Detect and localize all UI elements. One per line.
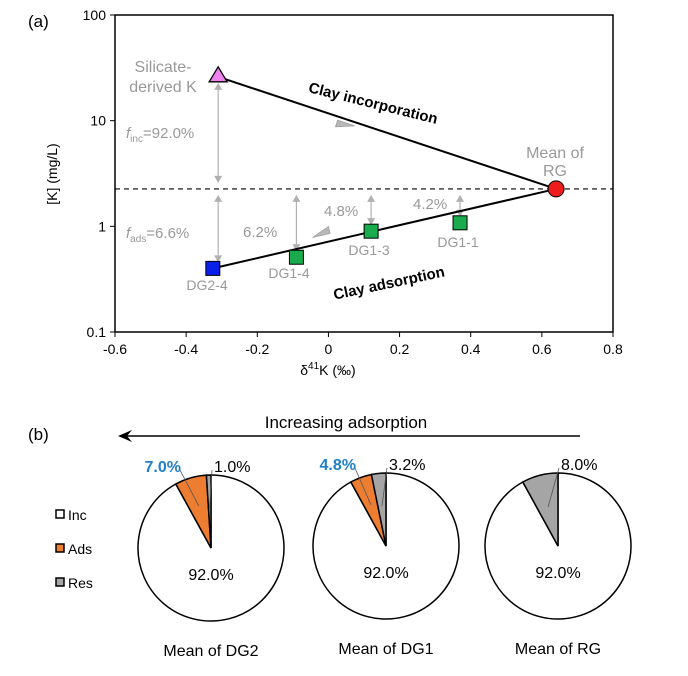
pie-slice-res: [205, 474, 212, 549]
arrow-head-down: [292, 244, 301, 252]
arrow-head-up: [367, 194, 376, 202]
x-tick-label: -0.6: [103, 341, 127, 357]
plot-frame: [114, 14, 614, 333]
legend-label-inc: Inc: [68, 507, 87, 523]
legend-swatch-inc: [55, 509, 65, 519]
pie-title: Mean of DG2: [163, 643, 258, 660]
point-dg2-4-label: DG2-4: [186, 277, 227, 293]
pie-leader-res: [381, 467, 388, 507]
point-silicate-derived-k-label-line2: derived K: [129, 79, 197, 96]
pie-label-ads: 4.8%: [320, 457, 356, 474]
x-tick-label: 0.8: [603, 341, 623, 357]
panel-a-label: (a): [28, 12, 49, 31]
arrow-head-up: [214, 82, 223, 90]
y-tick-label: 100: [83, 7, 107, 23]
pie-label-inc: 92.0%: [535, 565, 580, 582]
arrow-head-down: [367, 218, 376, 226]
dg1-3-percent: 4.8%: [324, 203, 358, 220]
point-dg1-1-square: [452, 215, 468, 231]
x-tick-label: 0.2: [390, 341, 410, 357]
pie-slice-inc: [137, 474, 285, 622]
legend-label-res: Res: [68, 575, 93, 591]
point-mean-of-rg-label: Mean of: [526, 145, 584, 162]
legend-swatch-res: [55, 577, 65, 587]
x-tick-label: -0.2: [245, 341, 269, 357]
pie-label-ads: 7.0%: [145, 459, 181, 476]
point-mean-of-rg-label-line2: RG: [543, 163, 567, 180]
pie-leader-ads: [354, 467, 372, 506]
pie-mean-of-dg2: 92.0% Mean of DG2 1.0% 7.0%: [137, 459, 285, 660]
point-silicate-derived-k-label: Silicate-: [135, 59, 192, 76]
point-silicate-derived-k-triangle: [208, 65, 229, 83]
dg1-1-percent: 4.2%: [413, 196, 447, 213]
dg1-4-percent: 6.2%: [243, 224, 277, 241]
y-tick-label: 10: [90, 113, 106, 129]
pie-leader-ads: [179, 469, 200, 507]
pie-slice-inc: [312, 472, 460, 620]
pie-label-res: 3.2%: [389, 457, 425, 474]
arrow-head-up: [292, 194, 301, 202]
y-axis-label: [K] (mg/L): [44, 143, 60, 204]
arrow-head-down: [214, 255, 223, 263]
point-dg1-1-label: DG1-1: [437, 234, 478, 250]
clay-incorporation-label: Clay incorporation: [307, 79, 440, 128]
x-tick-label: 0: [325, 341, 333, 357]
pie-title: Mean of DG1: [338, 641, 433, 658]
clay-adsorption-line: [212, 187, 557, 270]
point-mean-of-rg-circle: [547, 180, 565, 198]
increasing-adsorption-label: Increasing adsorption: [265, 413, 428, 432]
legend-label-ads: Ads: [68, 541, 92, 557]
pie-slice-inc: [484, 472, 632, 620]
arrow-left-icon: [118, 430, 132, 442]
pie-label-inc: 92.0%: [363, 565, 408, 582]
point-dg1-3-square: [363, 223, 379, 239]
panel-a-axes: -0.6 -0.4 -0.2 0 0.2 0.4 0.6 0.8 0.1 1 10 100 δ41K (…: [44, 7, 623, 378]
point-dg1-4-square: [288, 249, 304, 265]
direction-arrow-icon: [334, 119, 355, 128]
panel-b-label: (b): [28, 425, 49, 444]
pie-mean-of-rg: 92.0% Mean of RG 8.0%: [484, 457, 632, 658]
y-tick-label: 0.1: [87, 324, 107, 340]
pie-label-res: 8.0%: [561, 457, 597, 474]
pie-leader-res: [209, 469, 213, 508]
x-tick-label: 0.4: [461, 341, 481, 357]
point-dg1-4-label: DG1-4: [268, 265, 309, 281]
pie-title: Mean of RG: [515, 641, 601, 658]
point-dg2-4-square: [205, 260, 221, 276]
pie-label-res: 1.0%: [214, 459, 250, 476]
panel-a-plot: Clay incorporation Clay adsorption finc=92…: [115, 59, 613, 304]
legend-swatch-ads: [55, 543, 65, 553]
arrow-head-up: [456, 194, 465, 202]
pie-mean-of-dg1: 92.0% Mean of DG1 3.2% 4.8%: [312, 457, 460, 658]
x-axis-label: δ41K (‰): [300, 361, 355, 378]
x-tick-label: 0.6: [532, 341, 552, 357]
pie-leader-res: [547, 467, 560, 508]
f-ads-label: fads=6.6%: [126, 225, 189, 245]
y-tick-label: 1: [98, 218, 106, 234]
clay-incorporation-line: [217, 75, 557, 190]
clay-adsorption-label: Clay adsorption: [332, 263, 446, 303]
arrow-head-down: [214, 175, 223, 183]
x-tick-label: -0.4: [174, 341, 198, 357]
pie-label-inc: 92.0%: [188, 567, 233, 584]
panel-b-plot: Increasing adsorption Inc Ads Res 92.0% Mean …: [55, 413, 632, 660]
direction-arrow-icon: [312, 225, 331, 238]
point-dg1-3-label: DG1-3: [348, 242, 389, 258]
f-inc-label: finc=92.0%: [126, 125, 194, 145]
arrow-head-up: [214, 194, 223, 202]
